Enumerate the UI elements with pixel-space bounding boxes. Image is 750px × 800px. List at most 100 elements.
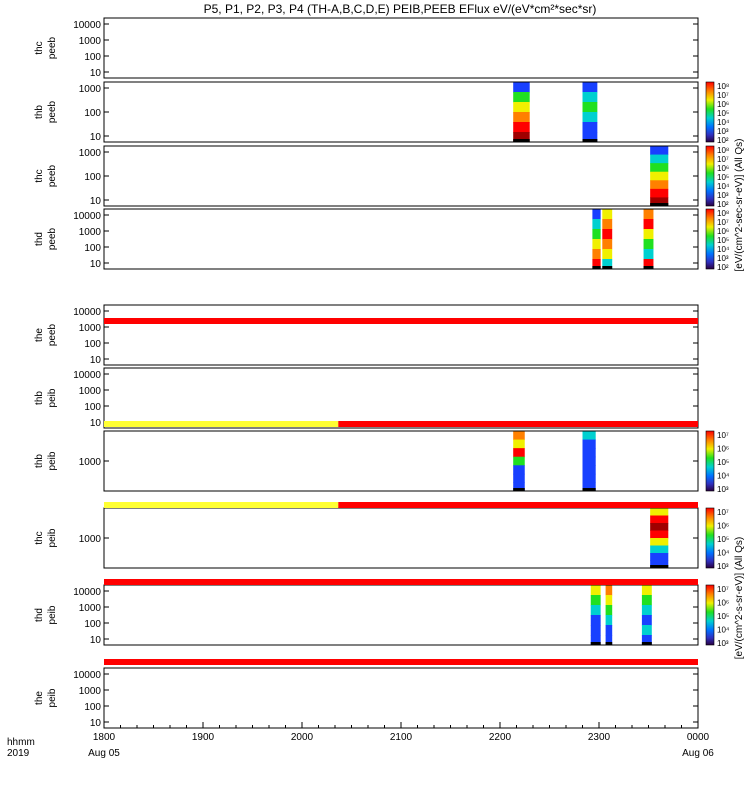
colorbar-tick-label: 10⁴: [717, 626, 730, 635]
spectrogram-cell: [650, 197, 669, 207]
spectrogram-cell: [650, 180, 669, 190]
colorbar-tick-label: 10⁵: [717, 458, 729, 467]
x-tick-label: 1900: [192, 732, 215, 743]
colorbar-tick-label: 10³: [717, 562, 729, 571]
spectrogram-cell: [643, 209, 654, 220]
spectrogram-cell: [582, 92, 598, 103]
panel-probe-label: thd: [34, 608, 45, 622]
spectrogram-cell: [590, 605, 601, 616]
colorbar-tick-label: 10⁶: [717, 445, 729, 454]
spectrogram-cell: [592, 209, 601, 220]
spectrogram-floor: [602, 266, 613, 269]
y-tick-label: 100: [84, 619, 101, 630]
panel-thc-peeb: 1000 100 10 thc peeb: [34, 145, 699, 207]
colorbar-thd-peib: [705, 584, 715, 646]
status-bar-segment: [338, 502, 698, 508]
y-tick-label: 10: [90, 418, 102, 429]
spectrogram-cell: [582, 82, 598, 93]
spectrogram-cell: [513, 456, 525, 466]
y-tick-label: 1000: [79, 534, 102, 545]
spectrogram-cell: [590, 625, 601, 636]
time-axis-start-date: Aug 05: [88, 748, 120, 759]
time-axis: hhmm 2019 Aug 05 Aug 06 1800 1900 2000 2100…: [7, 722, 714, 759]
colorbar-tick-label: 10²: [717, 263, 729, 272]
colorbar-tick-label: 10⁴: [717, 118, 730, 127]
x-tick-label: 2200: [489, 732, 512, 743]
spectrogram-cell: [513, 448, 525, 458]
spectrogram-cell: [513, 482, 525, 492]
time-axis-year-label: 2019: [7, 748, 30, 759]
colorbar-tick-label: 10⁶: [717, 164, 729, 173]
spectrogram-cell: [602, 259, 613, 270]
spectrogram-cell: [513, 102, 530, 113]
spectrogram-cell: [513, 122, 530, 133]
colorbar-tick-label: 10³: [717, 127, 729, 136]
spectrogram-cell: [513, 132, 530, 143]
spectrogram-cell: [602, 219, 613, 230]
spectrogram-cell: [592, 239, 601, 250]
spectrogram-cell: [650, 188, 669, 198]
colorbar-tick-label: 10⁷: [717, 218, 729, 227]
panel-thb-peib: 10000 1000 100 10 thb peib: [34, 367, 699, 429]
spectrogram-cell: [513, 473, 525, 483]
panel-species-label: peib: [47, 528, 58, 547]
panel-frame: [103, 145, 699, 207]
colorbar-tick-label: 10⁵: [717, 173, 729, 182]
spectrogram-cell: [641, 585, 652, 596]
colorbar-label-electrons: [eV/(cm^2-sec-sr-eV)] (All Qs): [734, 138, 745, 271]
spectrogram-cell: [650, 508, 669, 516]
spectrogram-cell: [650, 523, 669, 531]
panel-species-label: peeb: [47, 164, 58, 187]
spectrogram-cell: [602, 239, 613, 250]
y-tick-label: 1000: [79, 386, 102, 397]
colorbar-tick-label: 10⁵: [717, 535, 729, 544]
spectrogram-floor: [582, 488, 596, 491]
spectrogram-floor: [650, 203, 669, 206]
panel-frame: [103, 17, 699, 79]
panel-probe-label: thd: [34, 232, 45, 246]
panel-frame: [103, 81, 699, 143]
spectrogram-floor: [605, 642, 613, 645]
time-axis-row-label: hhmm: [7, 737, 35, 748]
spectrogram-cell: [582, 122, 598, 133]
y-tick-label: 10: [90, 259, 102, 270]
panel-probe-label: thb: [34, 391, 45, 405]
panel-thb-peeb: 1000 100 10 thb peeb: [34, 81, 699, 143]
y-tick-label: 10: [90, 718, 102, 729]
y-tick-label: 1000: [79, 323, 102, 334]
colorbar-tick-label: 10⁷: [717, 431, 729, 440]
spectrogram-cell: [650, 553, 669, 561]
colorbar-tick-label: 10⁴: [717, 549, 730, 558]
y-tick-label: 10000: [73, 370, 101, 381]
panel-frame: [103, 430, 699, 492]
y-tick-label: 1000: [79, 227, 102, 238]
spectrogram-cell: [592, 229, 601, 240]
x-tick-label: 2100: [390, 732, 413, 743]
status-bar-segment: [104, 579, 698, 585]
y-tick-label: 100: [84, 52, 101, 63]
panel-probe-label: thb: [34, 105, 45, 119]
x-tick-label: 1800: [93, 732, 116, 743]
colorbar-tick-label: 10⁷: [717, 155, 729, 164]
spectrogram-cell: [605, 625, 613, 636]
spectrogram-cell: [643, 219, 654, 230]
y-tick-label: 100: [84, 402, 101, 413]
spectrogram-cell: [641, 595, 652, 606]
panel-probe-label: thb: [34, 454, 45, 468]
status-bar-segment: [104, 318, 698, 324]
spectrogram-cell: [582, 473, 596, 483]
spectrogram-cell: [582, 112, 598, 123]
spectrogram-cell: [650, 560, 669, 569]
y-tick-label: 1000: [79, 457, 102, 468]
spectrogram-cell: [602, 229, 613, 240]
panel-probe-label: thc: [34, 169, 45, 182]
spectrogram-cell: [605, 585, 613, 596]
x-tick-label: 2000: [291, 732, 314, 743]
panel-species-label: peib: [47, 451, 58, 470]
panel-species-label: peib: [47, 688, 58, 707]
y-tick-label: 100: [84, 108, 101, 119]
spectrogram-cell: [650, 538, 669, 546]
spectrogram-cell: [605, 595, 613, 606]
colorbar-tick-label: 10⁵: [717, 109, 729, 118]
spectrogram-cell: [650, 545, 669, 554]
